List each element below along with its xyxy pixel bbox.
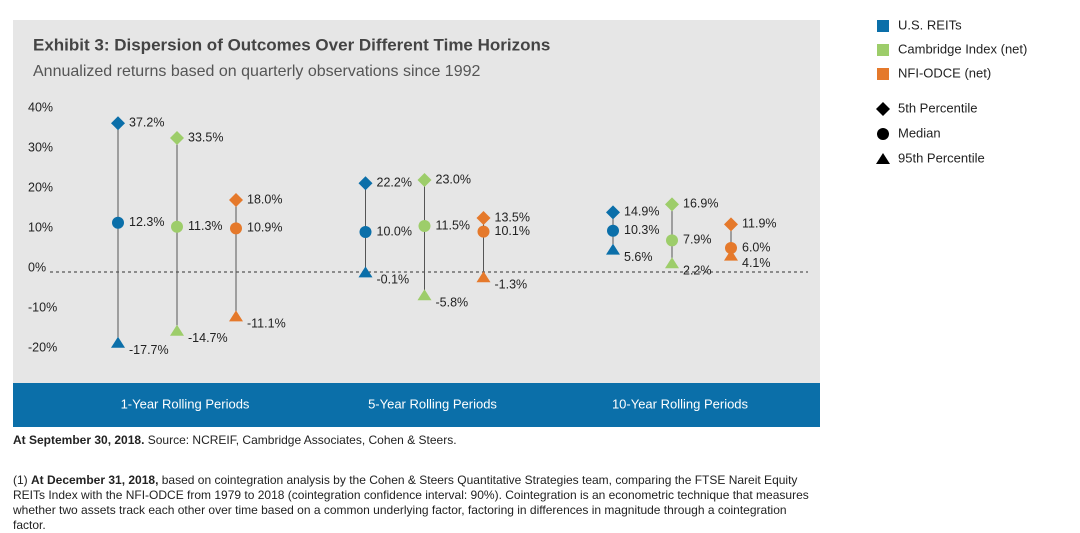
- value-label: -5.8%: [436, 295, 469, 309]
- value-label: 23.0%: [436, 172, 471, 186]
- p95-marker: [111, 336, 125, 348]
- value-label: -1.3%: [495, 277, 528, 291]
- value-label: 7.9%: [683, 233, 712, 247]
- p5-marker: [111, 116, 125, 131]
- legend-label: U.S. REITs: [898, 17, 962, 32]
- median-marker: [477, 225, 490, 238]
- p95-marker: [358, 266, 373, 278]
- value-label: 16.9%: [683, 197, 718, 211]
- value-label: 10.0%: [377, 224, 412, 238]
- chart-subtitle: Annualized returns based on quarterly ob…: [33, 63, 480, 80]
- y-tick-label: -20%: [28, 340, 57, 354]
- legend-label: Cambridge Index (net): [898, 41, 1027, 56]
- legend-label: Median: [898, 125, 941, 140]
- value-label: 5.6%: [624, 250, 653, 264]
- value-label: 6.0%: [742, 240, 771, 254]
- y-tick-label: -10%: [28, 300, 57, 314]
- p5-marker: [358, 176, 373, 191]
- median-marker: [666, 234, 678, 247]
- legend-marker: [876, 102, 890, 116]
- value-label: 10.1%: [495, 224, 530, 238]
- source-text: Source: NCREIF, Cambridge Associates, Co…: [144, 433, 457, 447]
- p5-marker: [606, 205, 620, 220]
- value-label: 14.9%: [624, 205, 659, 219]
- chart: Exhibit 3: Dispersion of Outcomes Over D…: [13, 17, 1027, 427]
- note: (1) At December 31, 2018, based on coint…: [13, 473, 813, 533]
- p95-marker: [170, 324, 184, 336]
- p5-marker: [476, 211, 491, 225]
- legend-swatch: [877, 20, 889, 32]
- value-label: 33.5%: [188, 130, 223, 144]
- p95-marker: [417, 289, 432, 301]
- p95-marker: [724, 249, 738, 261]
- note-prefix: (1): [13, 473, 31, 487]
- plot-panel: [13, 20, 820, 383]
- legend-swatch: [877, 44, 889, 56]
- median-marker: [607, 224, 619, 237]
- value-label: 12.3%: [129, 215, 164, 229]
- legend-label: 5th Percentile: [898, 100, 978, 115]
- legend-label: 95th Percentile: [898, 150, 985, 165]
- category-label: 5-Year Rolling Periods: [368, 396, 497, 411]
- p95-marker: [665, 257, 679, 269]
- median-marker: [112, 216, 124, 229]
- p5-marker: [170, 131, 184, 145]
- source-bold: At September 30, 2018.: [13, 433, 145, 447]
- category-label: 10-Year Rolling Periods: [612, 396, 749, 411]
- value-label: 4.1%: [742, 256, 771, 270]
- legend-marker: [877, 128, 889, 140]
- p5-marker: [665, 197, 679, 212]
- value-label: -0.1%: [377, 273, 410, 287]
- y-tick-label: 0%: [28, 260, 46, 274]
- value-label: 11.5%: [436, 218, 471, 232]
- median-marker: [418, 220, 431, 232]
- note-text: based on cointegration analysis by the C…: [13, 473, 809, 532]
- legend-marker: [876, 153, 890, 164]
- legend-swatch: [877, 68, 889, 80]
- value-label: 11.9%: [742, 217, 777, 231]
- note-bold: At December 31, 2018,: [31, 473, 159, 487]
- median-marker: [171, 220, 183, 233]
- value-label: 18.0%: [247, 192, 282, 206]
- value-label: 22.2%: [377, 175, 412, 189]
- legend-label: NFI-ODCE (net): [898, 65, 991, 80]
- median-marker: [359, 226, 372, 238]
- value-label: 10.9%: [247, 221, 282, 235]
- p5-marker: [417, 173, 432, 187]
- source: At September 30, 2018. Source: NCREIF, C…: [13, 433, 457, 448]
- p5-marker: [229, 193, 243, 207]
- y-tick-label: 40%: [28, 100, 53, 114]
- median-marker: [725, 242, 737, 254]
- category-label: 1-Year Rolling Periods: [121, 396, 250, 411]
- value-label: -14.7%: [188, 331, 228, 345]
- p95-marker: [476, 271, 491, 283]
- p95-marker: [229, 310, 243, 322]
- value-label: 2.2%: [683, 263, 712, 277]
- value-label: 10.3%: [624, 223, 659, 237]
- value-label: 37.2%: [129, 115, 164, 129]
- value-label: 13.5%: [495, 210, 530, 224]
- value-label: -11.1%: [247, 317, 286, 331]
- y-tick-label: 20%: [28, 180, 53, 194]
- category-band: [13, 383, 820, 427]
- chart-title: Exhibit 3: Dispersion of Outcomes Over D…: [33, 35, 550, 54]
- p95-marker: [606, 243, 620, 255]
- y-tick-label: 10%: [28, 220, 53, 234]
- y-tick-label: 30%: [28, 140, 53, 154]
- p5-marker: [724, 217, 738, 232]
- median-marker: [230, 222, 242, 235]
- value-label: 11.3%: [188, 219, 223, 233]
- value-label: -17.7%: [129, 343, 169, 357]
